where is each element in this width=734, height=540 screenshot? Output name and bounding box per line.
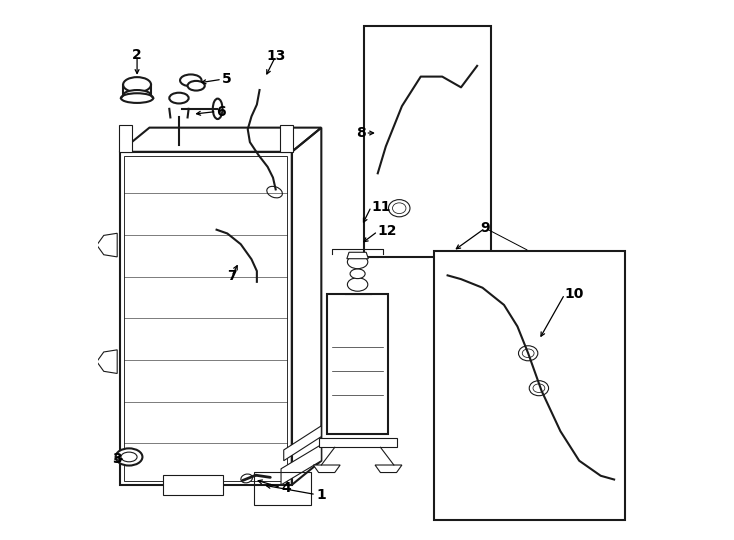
Ellipse shape: [388, 200, 410, 217]
Ellipse shape: [123, 77, 151, 92]
Polygon shape: [284, 426, 321, 461]
Polygon shape: [280, 125, 293, 152]
Bar: [434, 251, 625, 520]
Polygon shape: [97, 350, 117, 374]
Text: 1: 1: [316, 488, 326, 502]
Text: 7: 7: [227, 269, 236, 284]
Polygon shape: [97, 233, 117, 257]
Ellipse shape: [350, 269, 365, 279]
Ellipse shape: [518, 346, 538, 361]
Ellipse shape: [213, 99, 222, 119]
Text: 10: 10: [564, 287, 584, 301]
Ellipse shape: [533, 384, 545, 393]
Ellipse shape: [180, 75, 202, 86]
Polygon shape: [119, 125, 131, 152]
Polygon shape: [163, 475, 223, 495]
Text: 2: 2: [132, 48, 142, 62]
Text: 12: 12: [378, 224, 397, 238]
Text: 5: 5: [222, 72, 232, 86]
Ellipse shape: [123, 90, 151, 101]
Ellipse shape: [523, 349, 534, 357]
Text: 8: 8: [356, 126, 366, 140]
Text: 4: 4: [281, 481, 291, 495]
Text: 11: 11: [371, 200, 390, 214]
Ellipse shape: [115, 448, 142, 465]
Ellipse shape: [347, 278, 368, 291]
Ellipse shape: [121, 93, 153, 103]
Ellipse shape: [266, 186, 283, 198]
Polygon shape: [347, 252, 368, 259]
Ellipse shape: [347, 255, 368, 269]
Ellipse shape: [241, 474, 252, 483]
Bar: [364, 25, 490, 256]
Ellipse shape: [170, 93, 189, 104]
Text: 3: 3: [112, 452, 121, 466]
Ellipse shape: [188, 81, 205, 91]
Polygon shape: [313, 465, 340, 472]
Ellipse shape: [393, 203, 406, 214]
Polygon shape: [327, 294, 388, 434]
Text: 9: 9: [480, 221, 490, 235]
Text: 13: 13: [266, 49, 286, 63]
Polygon shape: [319, 438, 396, 447]
Ellipse shape: [121, 452, 137, 462]
Polygon shape: [281, 444, 321, 485]
Bar: [254, 472, 310, 505]
Ellipse shape: [529, 381, 548, 396]
Text: 6: 6: [217, 105, 226, 118]
Polygon shape: [375, 465, 402, 472]
